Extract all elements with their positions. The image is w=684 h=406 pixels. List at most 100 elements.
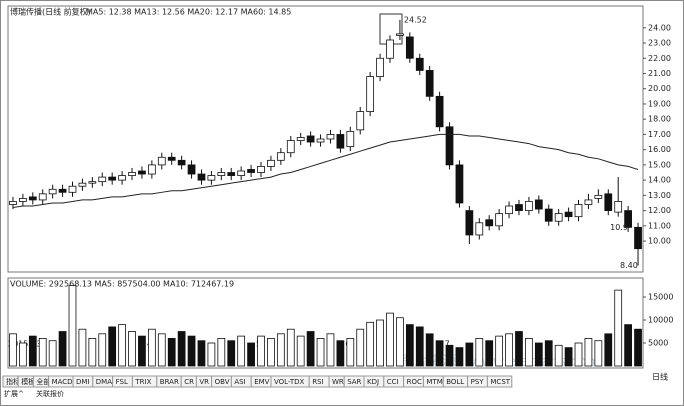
volume-bar bbox=[316, 338, 325, 367]
tab[interactable]: MTM bbox=[426, 378, 442, 386]
volume-bar bbox=[564, 347, 573, 367]
candle-body bbox=[147, 164, 156, 175]
candle-body bbox=[505, 205, 513, 215]
candle-body bbox=[306, 135, 315, 143]
bottom-tab[interactable]: 扩展^ bbox=[4, 389, 24, 398]
volume-bar bbox=[207, 342, 216, 367]
tab[interactable]: PSY bbox=[471, 378, 485, 386]
candle-body bbox=[534, 199, 543, 210]
candle-body bbox=[356, 111, 365, 131]
bottom-tab[interactable]: 关联报价 bbox=[36, 389, 64, 398]
tab[interactable]: RSI bbox=[312, 378, 323, 386]
volume-bar bbox=[386, 312, 394, 367]
volume-bar bbox=[515, 331, 523, 367]
candle-body bbox=[425, 70, 434, 97]
annotation: 8.40 bbox=[620, 261, 638, 270]
volume-bar bbox=[306, 331, 315, 367]
tab[interactable]: DMA bbox=[96, 378, 112, 386]
volume-bar bbox=[28, 335, 37, 367]
candle-body bbox=[68, 185, 77, 193]
tab[interactable]: 指标 bbox=[6, 377, 20, 386]
candle-body bbox=[108, 176, 117, 181]
candle-body bbox=[435, 95, 444, 128]
y-tick-label: 24.00 bbox=[648, 23, 671, 32]
y-tick-label: 5000 bbox=[648, 339, 668, 348]
volume-bar bbox=[624, 324, 632, 367]
volume-bar bbox=[396, 317, 404, 367]
candle-body bbox=[584, 199, 593, 205]
volume-bar bbox=[108, 326, 117, 367]
volume-bar bbox=[128, 331, 136, 367]
candle-body bbox=[386, 39, 394, 59]
volume-bar bbox=[356, 328, 365, 367]
volume-bar bbox=[19, 342, 27, 367]
volume-bar bbox=[425, 333, 434, 367]
volume-bar bbox=[544, 340, 553, 367]
volume-bar bbox=[267, 338, 275, 367]
candle-body bbox=[177, 159, 186, 166]
volume-bar bbox=[534, 342, 543, 367]
tab[interactable]: VOL-TDX bbox=[274, 378, 305, 386]
tab[interactable]: CR bbox=[184, 378, 194, 386]
volume-bar bbox=[326, 333, 335, 367]
tab[interactable]: WR bbox=[332, 378, 344, 386]
candle-body bbox=[485, 219, 494, 227]
tab[interactable]: MACD bbox=[52, 378, 73, 386]
tab[interactable]: CCI bbox=[387, 378, 399, 386]
tab[interactable]: BOLL bbox=[446, 378, 464, 386]
volume-bar bbox=[415, 326, 424, 367]
candle-body bbox=[366, 76, 375, 112]
tab[interactable]: VR bbox=[199, 378, 209, 386]
volume-bar bbox=[197, 340, 206, 367]
candle-body bbox=[128, 172, 136, 176]
tab[interactable]: BRAR bbox=[160, 378, 179, 386]
volume-bar bbox=[495, 335, 504, 367]
tab[interactable]: EMV bbox=[254, 378, 269, 386]
tab[interactable]: MCST bbox=[490, 378, 510, 386]
volume-bar bbox=[346, 338, 355, 367]
volume-bar bbox=[525, 338, 533, 367]
volume-bar bbox=[505, 333, 513, 367]
candle-body bbox=[465, 210, 474, 236]
tab[interactable]: DMI bbox=[76, 378, 90, 386]
volume-bar bbox=[157, 333, 166, 367]
volume-bar bbox=[167, 338, 176, 367]
x-tick-label: 7 bbox=[445, 340, 450, 349]
volume-bar bbox=[614, 289, 623, 367]
tab[interactable]: TRIX bbox=[134, 378, 151, 386]
volume-bar bbox=[78, 328, 87, 367]
candle-body bbox=[267, 159, 275, 167]
tab[interactable]: ROC bbox=[407, 378, 422, 386]
candle-body bbox=[48, 188, 57, 195]
volume-bar bbox=[366, 321, 375, 367]
candle-body bbox=[187, 164, 196, 175]
candle-body bbox=[564, 211, 573, 218]
volume-bar bbox=[98, 333, 107, 367]
tab[interactable]: KDJ bbox=[367, 378, 379, 386]
tab[interactable]: SAR bbox=[347, 378, 361, 386]
candle-body bbox=[614, 201, 623, 213]
tab[interactable]: FSL bbox=[116, 378, 128, 386]
tab[interactable]: ASI bbox=[234, 378, 245, 386]
tab[interactable]: 模板 bbox=[21, 377, 35, 386]
toolbar: 指标 模板 全部 MACD DMI DMA FSL TRIX BRAR CR VR OBV ASI EMV… bbox=[2, 375, 513, 388]
ma60-line bbox=[12, 133, 639, 209]
volume-bar bbox=[435, 340, 444, 367]
candle-body bbox=[415, 57, 424, 71]
tab[interactable]: 全部 bbox=[36, 377, 50, 386]
tab[interactable]: OBV bbox=[215, 378, 230, 386]
candle-body bbox=[594, 194, 603, 199]
candle-body bbox=[197, 173, 206, 181]
volume-bar bbox=[217, 338, 226, 367]
volume-title: VOLUME: 292568.13 MA5: 857504.00 MA10: 7… bbox=[10, 280, 234, 289]
price-panel bbox=[7, 5, 644, 273]
candle-body bbox=[118, 175, 126, 181]
candle-body bbox=[495, 213, 504, 227]
candle-body bbox=[604, 193, 613, 211]
volume-bar bbox=[296, 335, 305, 367]
candle-body bbox=[157, 156, 166, 166]
volume-bar bbox=[405, 324, 414, 367]
candle-body bbox=[544, 208, 553, 222]
candle-body bbox=[138, 170, 146, 175]
